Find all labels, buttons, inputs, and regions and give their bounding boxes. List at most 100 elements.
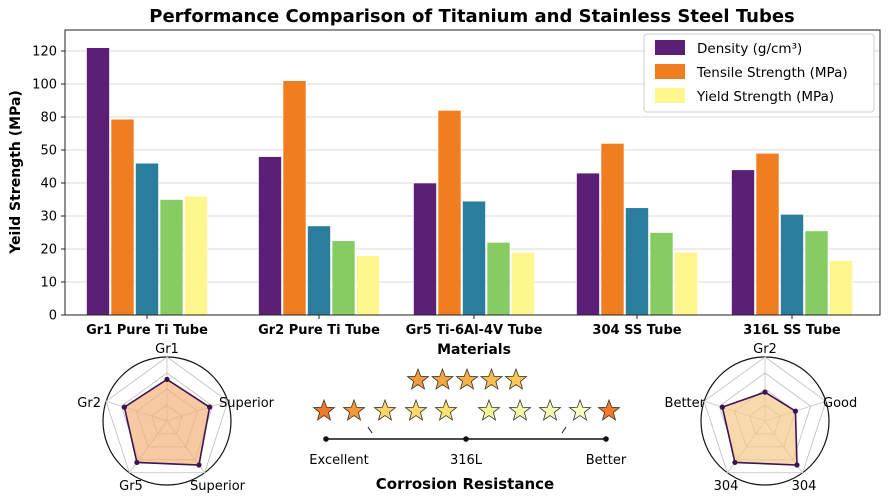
bar [731, 169, 755, 316]
radar-area [123, 378, 211, 466]
bar [755, 153, 780, 316]
x-tick-label: 316L SS Tube [743, 323, 841, 338]
radar-axis-label: Superior [219, 396, 275, 411]
radar-point [196, 462, 202, 468]
radar-point [794, 462, 800, 468]
star-icon [312, 398, 336, 421]
radar-point [164, 376, 170, 382]
bar [649, 232, 674, 316]
star-icon [406, 367, 430, 390]
bar [462, 200, 486, 316]
scale-marker [603, 436, 609, 442]
scale-marker [323, 436, 329, 442]
radar-axis-label: Superior [190, 479, 246, 494]
radar-axis-label: Gr2 [77, 396, 101, 411]
chart-title: Performance Comparison of Titanium and S… [149, 6, 795, 27]
bar [437, 110, 462, 316]
star-icon [508, 398, 532, 421]
bar [780, 214, 804, 316]
y-tick-label: 100 [32, 78, 57, 93]
star-icon [373, 398, 397, 421]
radar-point [762, 389, 768, 395]
x-tick-label: Gr2 Pure Ti Tube [258, 323, 380, 338]
bar [511, 252, 535, 316]
radar-axis-label: 304 [714, 479, 739, 494]
bar [413, 182, 437, 316]
radar-grid-ring [703, 356, 827, 474]
legend-label: Density (g/cm³) [697, 41, 802, 57]
radar-axis-label: Better [665, 396, 706, 411]
y-tick-label: 40 [40, 177, 57, 192]
scale-pointer [561, 426, 567, 434]
radar-axis-label: 304 [792, 479, 817, 494]
scale-label: Excellent [309, 453, 368, 468]
bar [356, 255, 380, 316]
bar [625, 207, 649, 316]
bar [159, 199, 184, 316]
scale-pointer [367, 426, 373, 434]
x-axis-label: Materials [437, 342, 511, 358]
x-tick-label: Gr5 Ti-6Al-4V Tube [406, 323, 543, 338]
radar-point [207, 404, 213, 410]
y-axis-label: Yeild Strength (MPa) [8, 90, 24, 255]
star-icon [504, 367, 528, 390]
bar [307, 225, 331, 316]
y-tick-label: 30 [40, 210, 57, 225]
scale-marker [463, 436, 469, 442]
legend-label: Tensile Strength (MPa) [696, 65, 848, 81]
star-icon [455, 367, 479, 390]
y-tick-label: 10 [40, 276, 57, 291]
bar [804, 230, 829, 316]
x-tick-label: Gr1 Pure Ti Tube [86, 323, 208, 338]
star-icon [342, 398, 366, 421]
radar-axis-label: Gr5 [119, 479, 143, 494]
star-icon [430, 367, 455, 390]
plot-frame [64, 29, 881, 316]
radar-chart-gr1: Gr1 Superior Superior Gr5 Gr2 [77, 342, 274, 494]
legend-box [643, 33, 875, 113]
radar-point [719, 404, 725, 410]
legend: Density (g/cm³) Tensile Strength (MPa) Yie… [643, 33, 875, 113]
bar [576, 172, 600, 316]
radar-point [792, 408, 799, 414]
radar-point [134, 459, 140, 466]
y-tick-label: 0 [49, 309, 57, 324]
y-ticks: 0 10 20 30 40 50 80 100 120 [32, 45, 65, 324]
radar-area [721, 391, 798, 466]
y-tick-label: 80 [40, 111, 57, 126]
scale-label: 316L [450, 453, 483, 468]
star-icon [538, 398, 562, 421]
radar-grid-ring [105, 356, 229, 474]
radar-axis-label: Good [823, 396, 857, 411]
star-icon [568, 398, 592, 421]
y-tick-label: 20 [40, 243, 57, 258]
corrosion-resistance-scale: Excellent 316L Better [309, 367, 627, 468]
radar-point [732, 459, 738, 466]
legend-swatch [655, 88, 685, 103]
radar-axis-label: Gr1 [155, 342, 179, 357]
bar [674, 252, 698, 316]
bar [282, 80, 307, 316]
bar [331, 240, 356, 316]
legend-swatch [655, 64, 685, 79]
y-tick-label: 50 [40, 144, 57, 159]
x-ticks: Gr1 Pure Ti Tube Gr2 Pure Ti Tube Gr5 Ti-6… [86, 315, 841, 338]
bar [135, 162, 159, 316]
bar [600, 143, 625, 316]
scale-label: Better [586, 453, 627, 468]
legend-label: Yield Strength (MPa) [696, 89, 834, 105]
bar [258, 156, 282, 316]
bar [486, 242, 511, 316]
radar-axis-label: Gr2 [753, 342, 777, 357]
radar-point [121, 404, 127, 410]
star-icon [434, 398, 458, 421]
star-icon [404, 398, 428, 421]
bar [184, 195, 208, 316]
x-tick-label: 304 SS Tube [592, 323, 681, 338]
radar-chart-gr2: Gr2 Good 304 304 Better [665, 342, 858, 494]
star-icon [597, 398, 621, 421]
legend-swatch [655, 40, 685, 55]
y-tick-label: 120 [32, 45, 57, 60]
bar [110, 118, 135, 316]
